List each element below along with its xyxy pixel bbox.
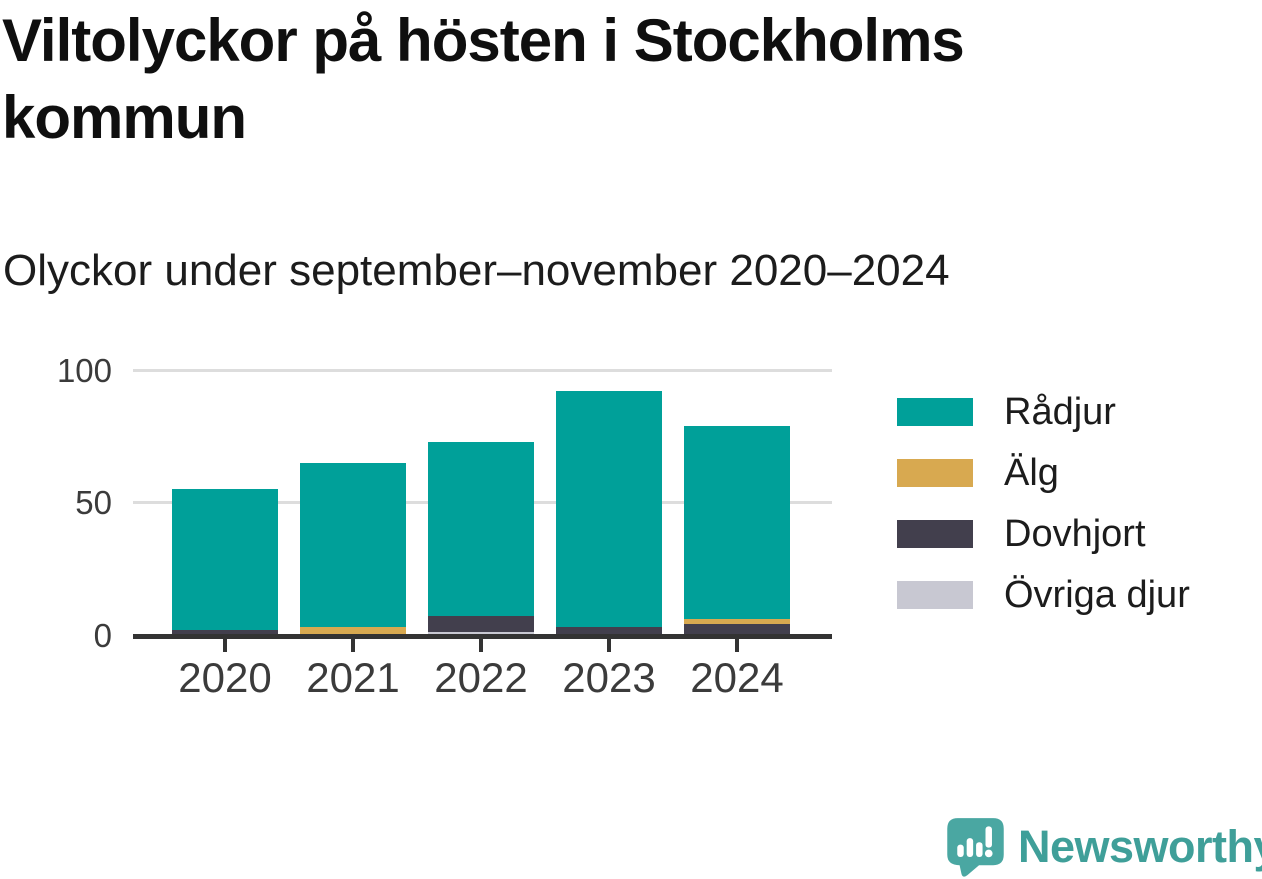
legend: Rådjur Älg Dovhjort Övriga djur	[897, 391, 1190, 616]
x-tick-mark	[735, 639, 739, 652]
x-tick-label: 2021	[306, 654, 400, 701]
x-tick-label: 2022	[434, 654, 528, 701]
legend-row-älg: Älg	[897, 452, 1190, 494]
bar-segment-älg	[300, 627, 406, 635]
legend-label: Dovhjort	[1004, 512, 1146, 555]
legend-label: Älg	[1004, 451, 1059, 494]
x-tick-mark	[351, 639, 355, 652]
newsworthy-logo-icon	[947, 818, 1004, 877]
page-title: Viltolyckor på hösten i Stockholms kommu…	[2, 2, 1182, 156]
y-tick-label: 50	[75, 484, 112, 521]
legend-label: Övriga djur	[1004, 573, 1190, 616]
legend-label: Rådjur	[1004, 390, 1116, 433]
x-tick-mark	[223, 639, 227, 652]
legend-row-dovhjort: Dovhjort	[897, 513, 1190, 555]
bar-2022	[428, 441, 534, 635]
y-tick-label: 100	[56, 351, 112, 389]
legend-swatch	[897, 398, 973, 426]
x-tick-label: 2020	[178, 654, 272, 701]
bar-segment-rådjur	[684, 425, 790, 620]
bar-segment-rådjur	[172, 489, 278, 630]
bar-segment-rådjur	[300, 462, 406, 628]
legend-row-övriga-djur: Övriga djur	[897, 574, 1190, 616]
bar-segment-övriga-djur	[428, 632, 534, 635]
x-tick-mark	[479, 639, 483, 652]
title-line-2: kommun	[2, 84, 247, 151]
bar-segment-dovhjort	[556, 627, 662, 635]
bar-2020	[172, 489, 278, 635]
chart-subtitle: Olyckor under september–november 2020–20…	[3, 246, 950, 295]
bar-segment-dovhjort	[428, 616, 534, 633]
legend-swatch	[897, 459, 973, 487]
x-tick-label: 2023	[562, 654, 656, 701]
x-tick-mark	[607, 639, 611, 652]
bar-segment-rådjur	[428, 441, 534, 617]
brand-name: Newsworthy	[1018, 821, 1262, 872]
bar-2021	[300, 462, 406, 635]
x-tick-label: 2024	[690, 654, 784, 701]
x-axis-line	[133, 634, 832, 639]
brand-logo: Newsworthy	[946, 817, 1262, 877]
bar-2023	[556, 391, 662, 635]
bar-segment-dovhjort	[172, 629, 278, 635]
title-line-1: Viltolyckor på hösten i Stockholms	[2, 7, 965, 74]
legend-row-rådjur: Rådjur	[897, 391, 1190, 433]
legend-swatch	[897, 520, 973, 548]
bar-segment-älg	[684, 619, 790, 625]
legend-swatch	[897, 581, 973, 609]
bar-segment-rådjur	[556, 391, 662, 628]
y-tick-label: 0	[93, 616, 112, 654]
gridline-y100	[133, 368, 832, 372]
bar-segment-dovhjort	[684, 624, 790, 635]
bar-2024	[684, 425, 790, 635]
